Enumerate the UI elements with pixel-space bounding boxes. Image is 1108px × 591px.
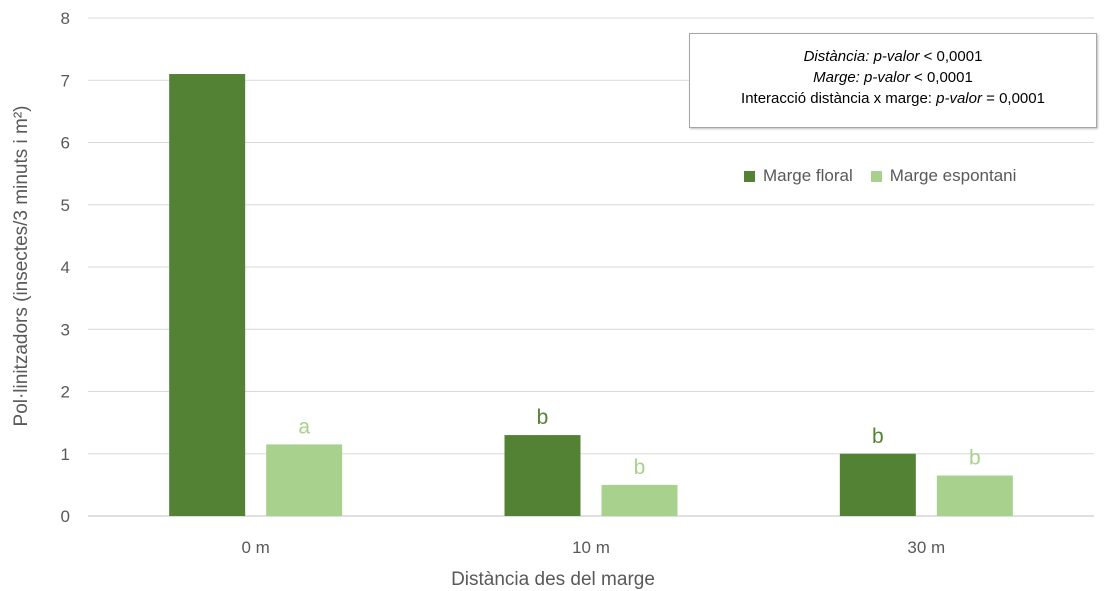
x-axis-title: Distància des del marge xyxy=(451,569,655,590)
stats-value: = 0,0001 xyxy=(981,90,1045,107)
bar xyxy=(601,484,678,516)
legend: Marge floral Marge espontani xyxy=(744,166,1016,186)
y-tick-label: 3 xyxy=(61,320,70,339)
bar-significance-label: b xyxy=(969,447,981,470)
bar-significance-label: b xyxy=(872,425,884,448)
stats-term: Distància: xyxy=(803,48,870,65)
stats-line-interaction: Interacció distància x marge: p-valor = … xyxy=(690,88,1096,109)
y-tick-label: 5 xyxy=(61,196,70,215)
stats-line-margin: Marge: p-valor < 0,0001 xyxy=(690,67,1096,88)
bar xyxy=(936,475,1013,516)
y-tick-label: 4 xyxy=(61,258,70,277)
stats-value: < 0,0001 xyxy=(919,48,983,65)
legend-label: Marge espontani xyxy=(889,166,1017,185)
y-axis-ticks: 0 1 2 3 4 5 6 7 8 xyxy=(61,9,70,526)
y-tick-label: 6 xyxy=(61,134,70,153)
bar xyxy=(266,444,343,516)
x-tick-label: 30 m xyxy=(907,538,945,557)
x-axis-ticks: 0 m 10 m 30 m xyxy=(241,538,945,557)
bar xyxy=(839,453,916,516)
stats-value: < 0,0001 xyxy=(909,69,973,86)
y-tick-label: 1 xyxy=(61,445,70,464)
stats-metric: p-valor xyxy=(936,90,982,107)
bar-labels: a b b b b xyxy=(298,406,980,479)
bar xyxy=(504,435,581,516)
y-axis-title: Pol·linitzadors (insectes/3 minuts i m²) xyxy=(11,106,32,427)
y-tick-label: 8 xyxy=(61,9,70,28)
legend-label: Marge floral xyxy=(763,166,853,185)
legend-swatch xyxy=(870,170,882,182)
stats-term: Interacció distància x marge: xyxy=(741,90,932,107)
y-tick-label: 2 xyxy=(61,383,70,402)
legend-item-floral: Marge floral xyxy=(744,166,853,186)
y-tick-label: 0 xyxy=(61,507,70,526)
stats-term: Marge: xyxy=(813,69,860,86)
bar-significance-label: a xyxy=(298,415,310,438)
bar-significance-label: b xyxy=(634,456,646,479)
bar-significance-label: b xyxy=(537,406,549,429)
legend-swatch xyxy=(744,170,755,182)
x-tick-label: 10 m xyxy=(572,538,610,557)
bar xyxy=(169,74,246,517)
statistics-annotation-box: Distància: p-valor < 0,0001 Marge: p-val… xyxy=(689,33,1097,128)
y-tick-label: 7 xyxy=(61,71,70,90)
gridlines xyxy=(88,17,1094,517)
stats-metric: p-valor xyxy=(864,69,910,86)
stats-metric: p-valor xyxy=(873,48,920,65)
legend-item-spontaneous: Marge espontani xyxy=(870,166,1017,186)
x-tick-label: 0 m xyxy=(241,538,269,557)
stats-line-distance: Distància: p-valor < 0,0001 xyxy=(690,46,1096,67)
bars xyxy=(169,74,1013,517)
